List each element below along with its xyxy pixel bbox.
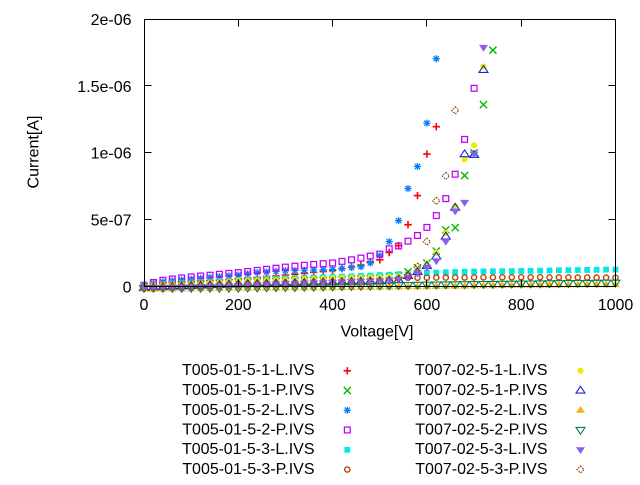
svg-text:T007-02-5-3-P.IVS: T007-02-5-3-P.IVS [415,461,547,478]
svg-text:1e-06: 1e-06 [91,146,132,163]
svg-text:T007-02-5-1-P.IVS: T007-02-5-1-P.IVS [415,382,547,399]
svg-text:200: 200 [225,297,252,314]
svg-text:1.5e-06: 1.5e-06 [77,79,131,96]
svg-text:Voltage[V]: Voltage[V] [341,323,414,340]
svg-text:T005-01-5-3-P.IVS: T005-01-5-3-P.IVS [182,461,314,478]
svg-text:600: 600 [414,297,441,314]
svg-text:T005-01-5-1-L.IVS: T005-01-5-1-L.IVS [182,362,315,379]
svg-text:800: 800 [508,297,535,314]
svg-text:T005-01-5-3-L.IVS: T005-01-5-3-L.IVS [182,441,315,458]
svg-text:T005-01-5-2-L.IVS: T005-01-5-2-L.IVS [182,402,315,419]
svg-text:0: 0 [123,279,132,296]
svg-text:1000: 1000 [598,297,634,314]
svg-text:T007-02-5-2-P.IVS: T007-02-5-2-P.IVS [415,422,547,439]
svg-text:5e-07: 5e-07 [91,213,132,230]
svg-text:Current[A]: Current[A] [26,116,43,189]
svg-text:T005-01-5-1-P.IVS: T005-01-5-1-P.IVS [182,382,314,399]
svg-text:T007-02-5-1-L.IVS: T007-02-5-1-L.IVS [415,362,548,379]
svg-text:T007-02-5-2-L.IVS: T007-02-5-2-L.IVS [415,402,548,419]
svg-text:400: 400 [319,297,346,314]
svg-text:0: 0 [140,297,149,314]
svg-text:2e-06: 2e-06 [91,12,132,29]
svg-text:T005-01-5-2-P.IVS: T005-01-5-2-P.IVS [182,422,314,439]
svg-text:T007-02-5-3-L.IVS: T007-02-5-3-L.IVS [415,441,548,458]
